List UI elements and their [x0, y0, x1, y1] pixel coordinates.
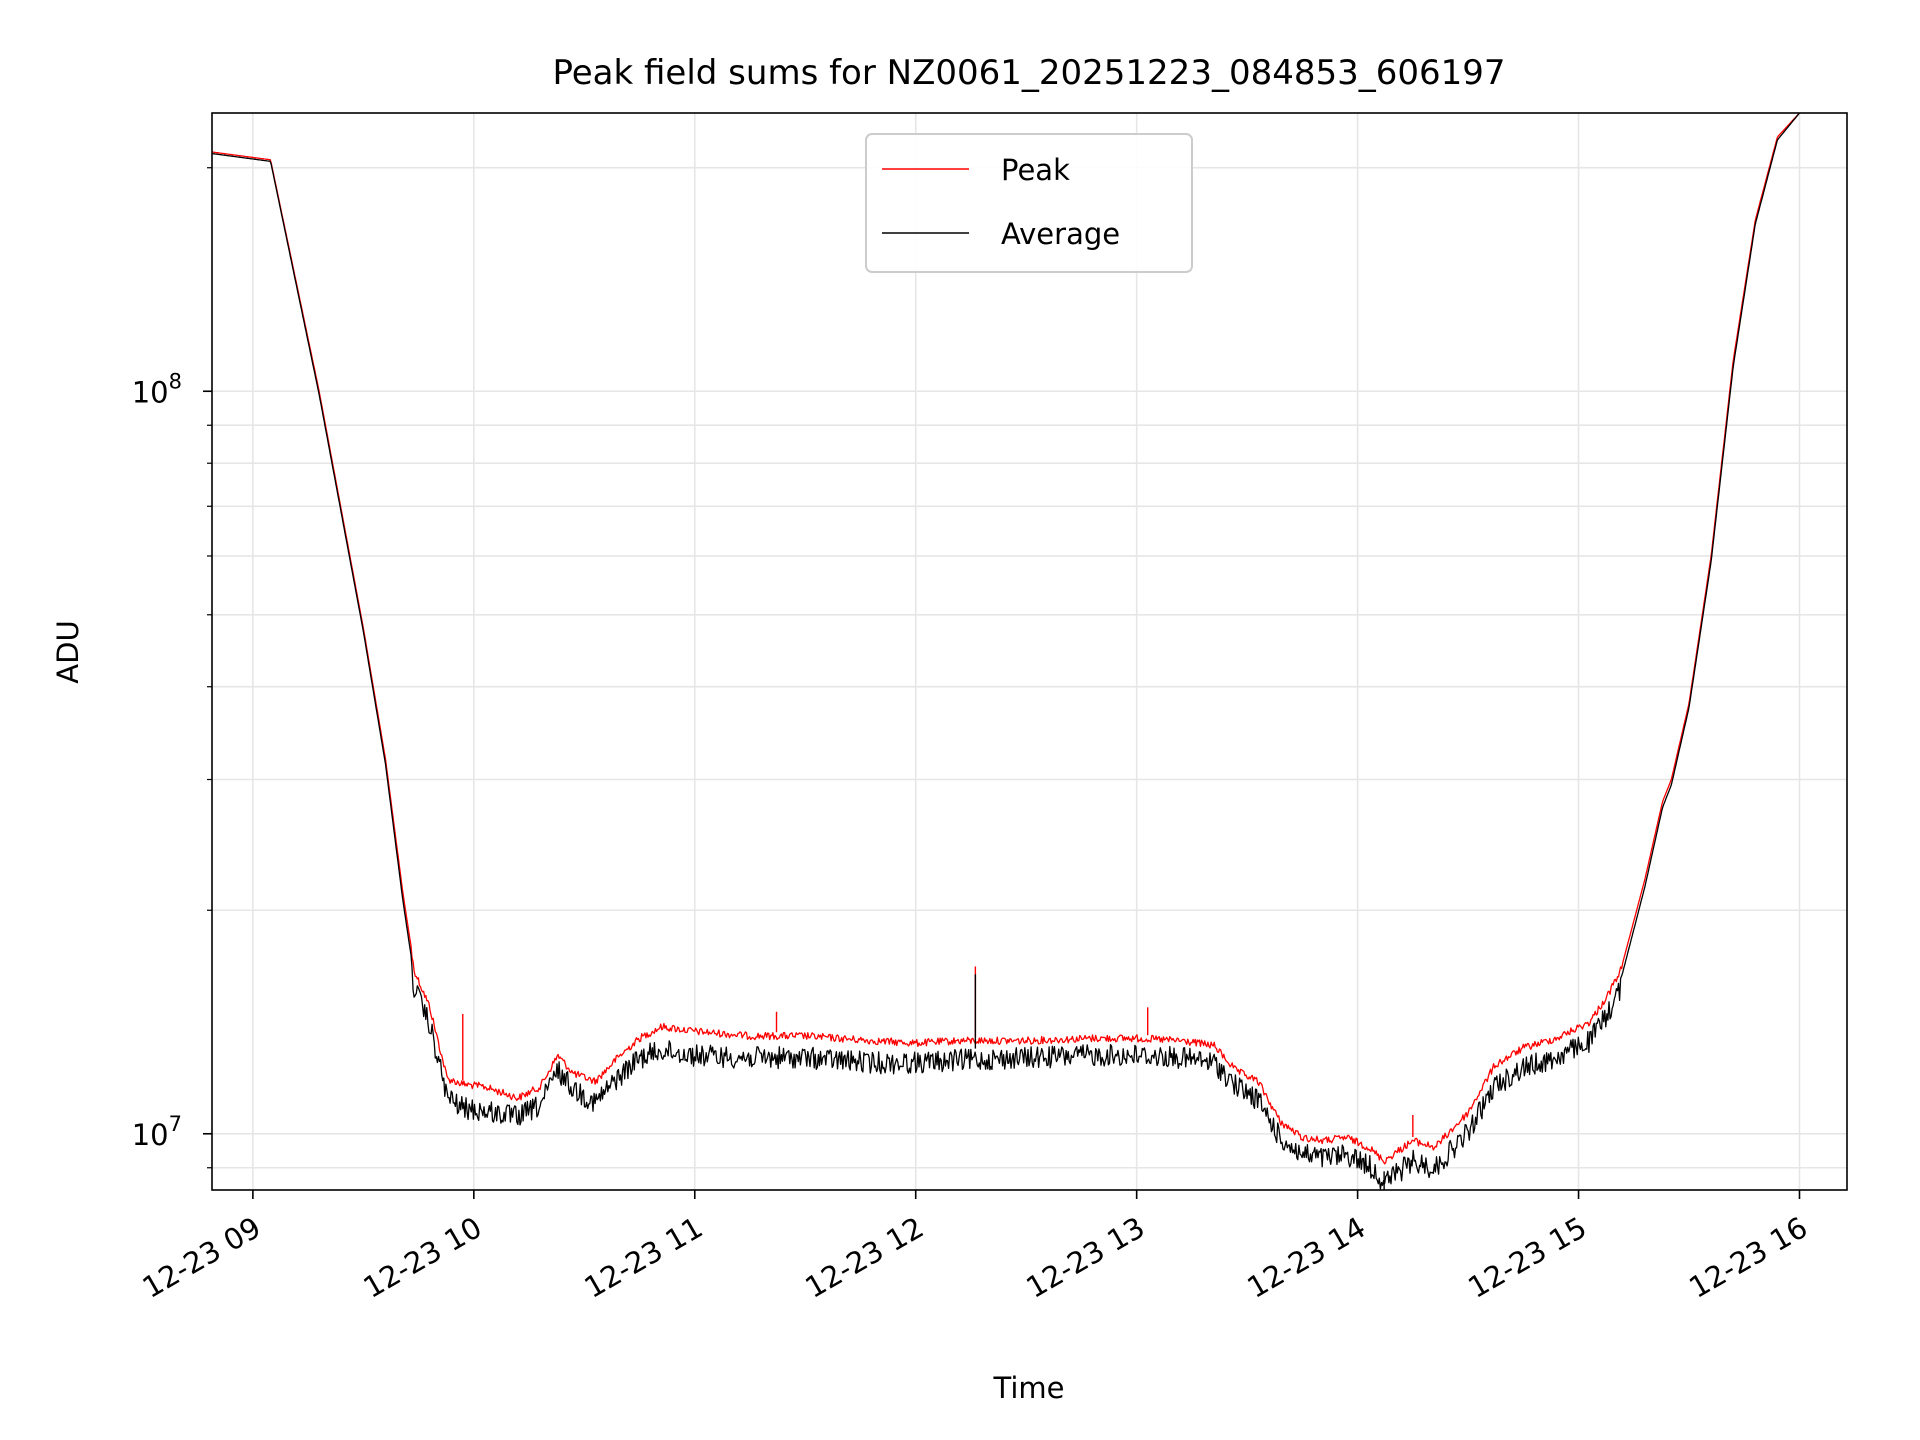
series-layer — [211, 112, 1800, 1190]
legend: Peak Average — [865, 133, 1193, 273]
y-axis: 107 108 — [132, 167, 212, 1169]
legend-label-peak: Peak — [1001, 153, 1070, 187]
chart-title: Peak field sums for NZ0061_20251223_0848… — [552, 53, 1505, 93]
series-peak-line — [211, 112, 1800, 1165]
x-axis-label: Time — [993, 1371, 1065, 1405]
y-axis-label: ADU — [51, 620, 85, 683]
plot-frame — [211, 112, 1848, 1191]
grid — [212, 113, 1847, 1190]
y-tick-label: 107 — [132, 1112, 182, 1152]
series-average-line — [211, 112, 1800, 1190]
legend-label-average: Average — [1001, 217, 1120, 251]
y-tick-label: 108 — [132, 369, 182, 409]
